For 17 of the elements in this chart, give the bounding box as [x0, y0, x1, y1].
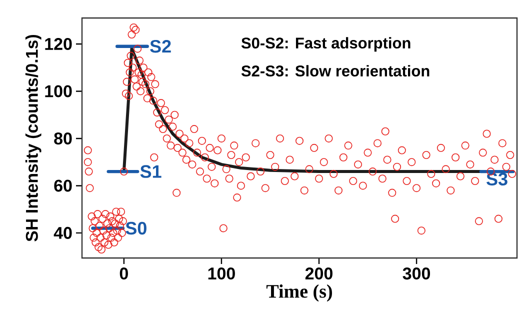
y-axis-title: SH Intensity (counts/0.1s) [25, 34, 42, 242]
x-axis-title: Time (s) [266, 284, 332, 302]
series-label: S0 [126, 222, 146, 235]
y-tick-label: 80 [54, 132, 72, 144]
y-tick-label: 40 [54, 226, 72, 239]
y-tick-label: 100 [45, 85, 72, 98]
y-tick-label: 120 [45, 38, 72, 50]
x-tick-label: 100 [208, 268, 235, 280]
annotation: S0-S2: Fast adsorption [241, 37, 410, 52]
series-label: S2 [150, 40, 171, 53]
x-tick-label: 300 [402, 268, 430, 280]
series-label: S1 [140, 165, 162, 178]
y-tick-label: 60 [54, 180, 72, 192]
annotation: S2-S3: Slow reorientation [241, 65, 430, 76]
x-tick-label: 200 [305, 268, 332, 280]
x-tick-label: 0 [120, 268, 128, 280]
series-label: S3 [486, 172, 508, 186]
